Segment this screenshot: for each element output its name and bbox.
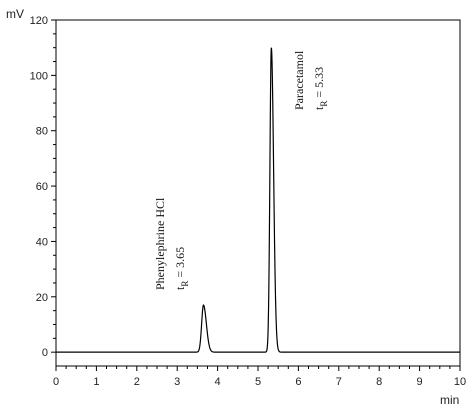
y-tick-label: 20: [36, 292, 48, 304]
y-tick-label: 120: [30, 15, 48, 27]
peak-annotation-paracetamol: Paracetamol tR = 5.33: [292, 50, 329, 110]
y-tick-label: 60: [36, 181, 48, 193]
x-tick-label: 9: [417, 376, 423, 388]
y-tick-label: 80: [36, 126, 48, 138]
y-tick-label: 100: [30, 70, 48, 82]
retention-time-paracetamol: tR = 5.33: [312, 67, 329, 110]
y-tick-label: 40: [36, 236, 48, 248]
x-tick-label: 3: [174, 376, 180, 388]
x-axis-unit-label: min: [440, 393, 459, 407]
y-axis-unit-label: mV: [6, 7, 24, 21]
x-axis-ticks: 0 1 2 3 4 5 6 7 8 9 10: [53, 366, 466, 388]
retention-time-phenylephrine: tR = 3.65: [173, 247, 190, 290]
x-tick-label: 1: [93, 376, 99, 388]
plot-frame: [55, 19, 461, 367]
x-tick-label: 6: [295, 376, 301, 388]
x-tick-label: 0: [53, 376, 59, 388]
axes: [55, 19, 461, 367]
x-tick-label: 5: [255, 376, 261, 388]
x-tick-label: 2: [134, 376, 140, 388]
chromatogram-trace: [56, 47, 460, 353]
x-tick-label: 4: [215, 376, 221, 388]
peak-name-phenylephrine: Phenylephrine HCl: [153, 197, 167, 290]
peak-annotation-phenylephrine: Phenylephrine HCl tR = 3.65: [153, 197, 190, 290]
peak-name-paracetamol: Paracetamol: [292, 50, 306, 110]
x-tick-label: 10: [454, 376, 466, 388]
x-tick-label: 8: [376, 376, 382, 388]
y-tick-label: 0: [42, 347, 48, 359]
y-axis-ticks: 0 20 40 60 80 100 120: [30, 15, 56, 359]
x-tick-label: 7: [336, 376, 342, 388]
